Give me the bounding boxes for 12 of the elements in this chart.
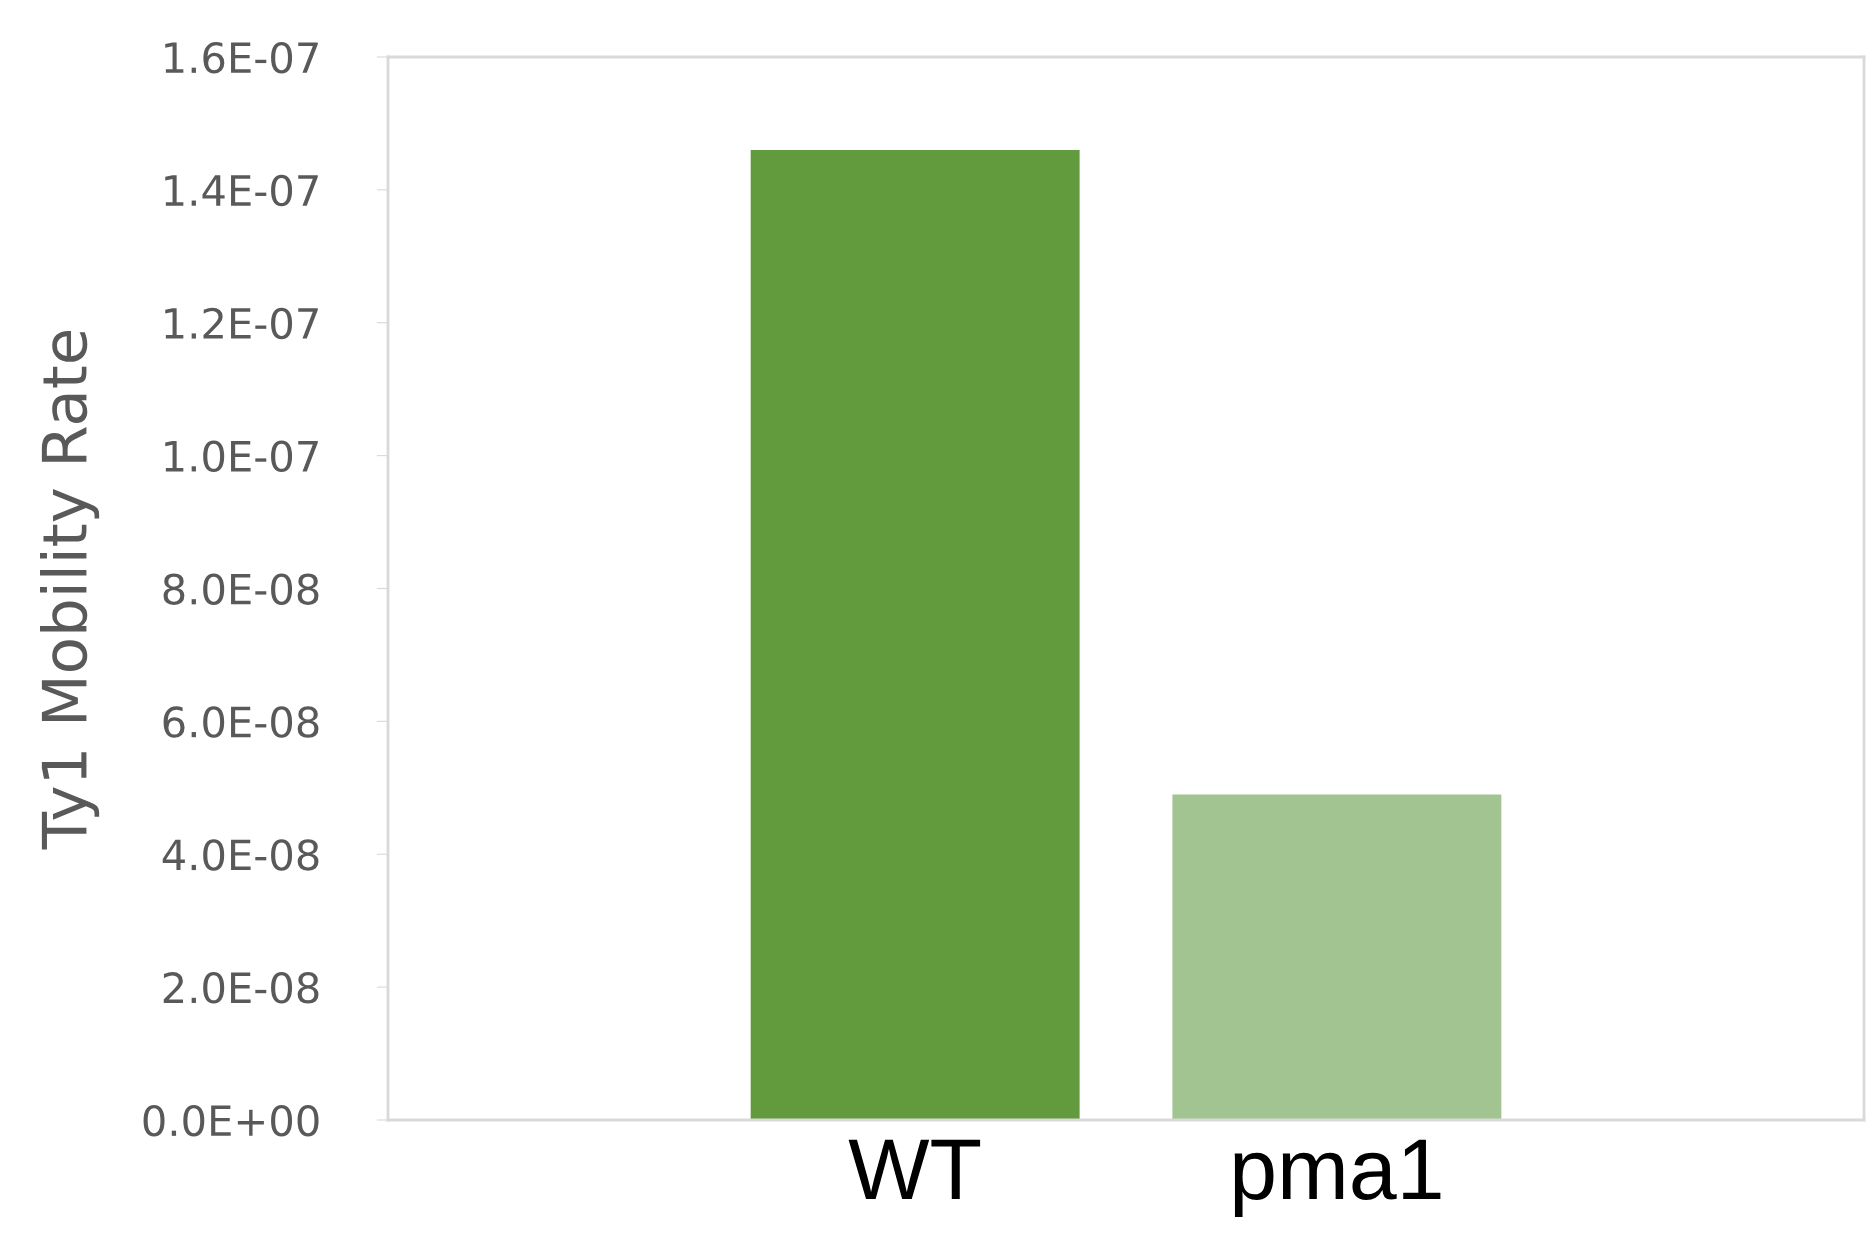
y-tick-label: 1.0E-07 [165, 440, 318, 473]
y-tick-label: 4.0E-08 [162, 839, 319, 871]
y-tick-label: 8.0E-08 [163, 573, 319, 605]
x-tick-label: pma1 [1234, 1139, 1441, 1217]
y-axis-title: Ty1 Mobility Rate [40, 330, 100, 850]
y-tick-label: 0.0E+00 [143, 1104, 319, 1137]
y-tick-label: 6.0E-08 [163, 706, 319, 738]
y-tick-label: 1.2E-07 [165, 307, 318, 340]
y-tick-label: 1.6E-07 [165, 41, 318, 74]
y-tick-label: 1.4E-07 [165, 174, 318, 207]
y-tick-label: 2.0E-08 [163, 972, 319, 1004]
x-tick-label: WT [848, 1139, 981, 1200]
